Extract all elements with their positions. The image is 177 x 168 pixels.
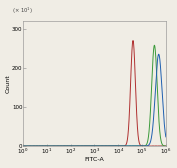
X-axis label: FITC-A: FITC-A (85, 157, 104, 162)
Y-axis label: Count: Count (5, 74, 11, 93)
Text: ($\times$ 10$^{1}$): ($\times$ 10$^{1}$) (12, 6, 33, 16)
